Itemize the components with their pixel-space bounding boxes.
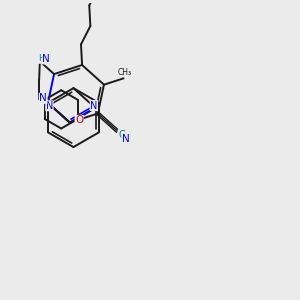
Text: N: N [46,101,53,111]
Text: N: N [42,54,50,64]
Text: C: C [118,130,125,140]
Text: O: O [75,116,83,125]
Text: N: N [90,100,98,110]
Text: H: H [38,54,44,63]
Text: N: N [39,93,47,103]
Text: CH₃: CH₃ [118,68,132,77]
Text: N: N [122,134,130,144]
